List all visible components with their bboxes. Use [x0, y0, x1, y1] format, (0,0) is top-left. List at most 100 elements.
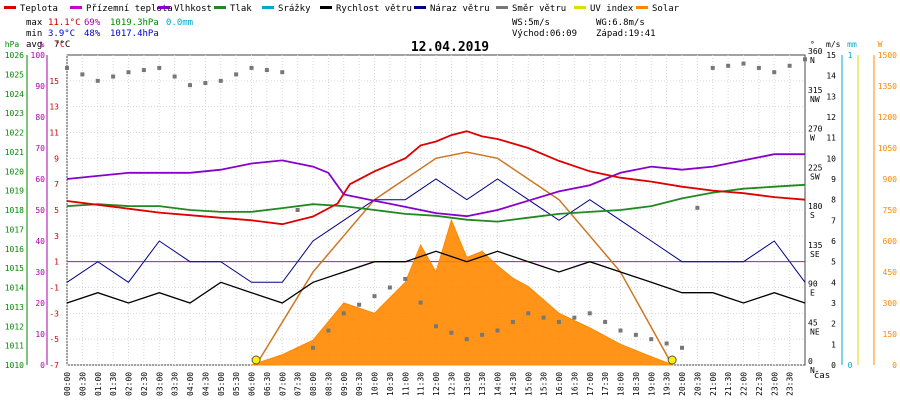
wind-dir-point: [557, 319, 561, 324]
legend-label-srazky: Srážky: [278, 4, 311, 14]
ms-tick-label: 7: [831, 216, 836, 225]
dir-tick-label: 0: [808, 357, 813, 366]
temp-tick-label: -7: [49, 361, 59, 370]
stat-sunset: Západ:19:41: [596, 29, 656, 39]
temp-tick-label: -3: [49, 309, 59, 318]
hpa-tick-label: 1019: [5, 187, 24, 196]
x-tick-label: 11:00: [401, 372, 410, 396]
x-tick-label: 03:30: [171, 372, 180, 396]
pct-tick-label: 40: [35, 237, 45, 246]
wind-dir-point: [341, 311, 346, 316]
wind-dir-point: [357, 302, 362, 307]
x-tick-label: 17:00: [586, 372, 595, 396]
legend-swatch-vlhkost: [158, 6, 170, 9]
x-tick-label: 21:30: [724, 372, 733, 396]
wind-dir-point: [480, 332, 485, 337]
wind-dir-point: [434, 324, 438, 329]
x-tick-label: 11:30: [417, 372, 426, 396]
temperature-line: [66, 130, 806, 226]
stat-max-pres: 1019.3hPa: [110, 18, 159, 28]
w-tick-label: 150: [883, 330, 898, 339]
wind-dir-point: [756, 65, 761, 70]
wind-dir-point: [495, 328, 500, 333]
x-tick-label: 07:00: [278, 372, 287, 396]
hpa-tick-label: 1014: [5, 284, 24, 293]
legend-label-teplota: Teplota: [20, 4, 58, 14]
x-tick-label: 23:00: [770, 372, 779, 396]
dir-compass-label: NW: [810, 95, 820, 104]
x-tick-label: 00:30: [78, 372, 87, 396]
hpa-tick-label: 1016: [5, 245, 24, 254]
ms-tick-label: 14: [826, 72, 836, 81]
pct-tick-label: 50: [35, 206, 45, 215]
wind-dir-point: [311, 345, 315, 350]
hpa-tick-label: 1012: [5, 322, 24, 331]
wind-dir-point: [603, 319, 608, 324]
x-tick-label: 14:00: [494, 372, 503, 396]
w-tick-label: 750: [883, 206, 898, 215]
ms-tick-label: 1: [831, 340, 836, 349]
legend-label-rychlost: Rychlost větru: [336, 4, 412, 14]
pct-tick-label: 90: [35, 82, 45, 91]
x-tick-label: 06:00: [248, 372, 257, 396]
x-tick-label: 18:00: [617, 372, 626, 396]
legend-label-naraz: Náraz větru: [430, 4, 490, 14]
x-tick-label: 18:30: [632, 372, 641, 396]
wind-dir-point: [157, 65, 162, 70]
stat-min-pres: 1017.4hPa: [110, 29, 159, 39]
wind-dir-point: [403, 276, 408, 281]
wind-dir-point: [218, 78, 223, 83]
wind-dir-point: [295, 208, 300, 212]
hpa-tick-label: 1010: [5, 361, 24, 370]
x-tick-label: 02:00: [125, 372, 134, 396]
ms-tick-label: 11: [826, 134, 836, 143]
wind-dir-point: [726, 63, 731, 68]
stat-avg-label: avg: [26, 40, 42, 50]
legend-label-vlhkost: Vlhkost: [174, 4, 212, 14]
temp-tick-label: 13: [49, 103, 59, 112]
hpa-tick-label: 1020: [5, 167, 24, 176]
x-tick-label: 15:30: [540, 372, 549, 396]
dir-compass-label: E: [810, 289, 815, 298]
hpa-tick-label: 1013: [5, 303, 24, 312]
sunset-marker: [667, 355, 677, 365]
dir-tick-label: 135: [808, 241, 823, 250]
wind-dir-point: [772, 70, 777, 75]
wind-dir-point: [264, 68, 269, 73]
wind-dir-point: [787, 63, 792, 68]
wind-dir-point: [111, 74, 116, 79]
hpa-tick-label: 1017: [5, 225, 24, 234]
hpa-tick-label: 1024: [5, 90, 24, 99]
pressure-line: [66, 183, 806, 223]
dir-axis-title: °: [810, 40, 815, 49]
wind-dir-point: [572, 315, 577, 320]
ms-tick-label: 0: [831, 361, 836, 370]
x-tick-label: 06:30: [263, 372, 272, 396]
dir-compass-label: SW: [810, 172, 820, 181]
dir-compass-label: N: [810, 56, 815, 65]
stats-block: max 11.1°C 69% 1019.3hPa 0.0mm min 3.9°C…: [26, 18, 656, 50]
ms-tick-label: 10: [826, 154, 836, 163]
dir-compass-label: S: [810, 211, 815, 220]
wind-dir-point: [710, 65, 715, 70]
legend: Teplota Přízemní teplota Vlhkost Tlak Srážky…: [4, 4, 680, 14]
x-tick-label: 12:30: [447, 372, 456, 396]
x-tick-label: 04:00: [186, 372, 195, 396]
w-tick-label: 600: [883, 237, 898, 246]
hpa-tick-label: 1023: [5, 109, 24, 118]
temp-tick-label: 7: [54, 180, 59, 189]
w-tick-label: 0: [892, 361, 897, 370]
pct-axis-title: %: [40, 40, 45, 49]
ms-tick-label: 9: [831, 175, 836, 184]
wind-dir-point: [664, 341, 669, 346]
pct-tick-label: 10: [35, 330, 45, 339]
x-tick-label: 19:00: [647, 372, 656, 396]
stat-min-hum: 48%: [84, 29, 101, 39]
temp-tick-label: -5: [49, 335, 59, 344]
x-tick-label: 12:00: [432, 372, 441, 396]
legend-label-uv: UV index: [590, 4, 634, 14]
wind-dir-point: [803, 57, 807, 62]
dir-compass-label: W: [810, 134, 815, 143]
stat-max-temp: 11.1°C: [48, 18, 81, 28]
temp-tick-label: 1: [54, 258, 59, 267]
